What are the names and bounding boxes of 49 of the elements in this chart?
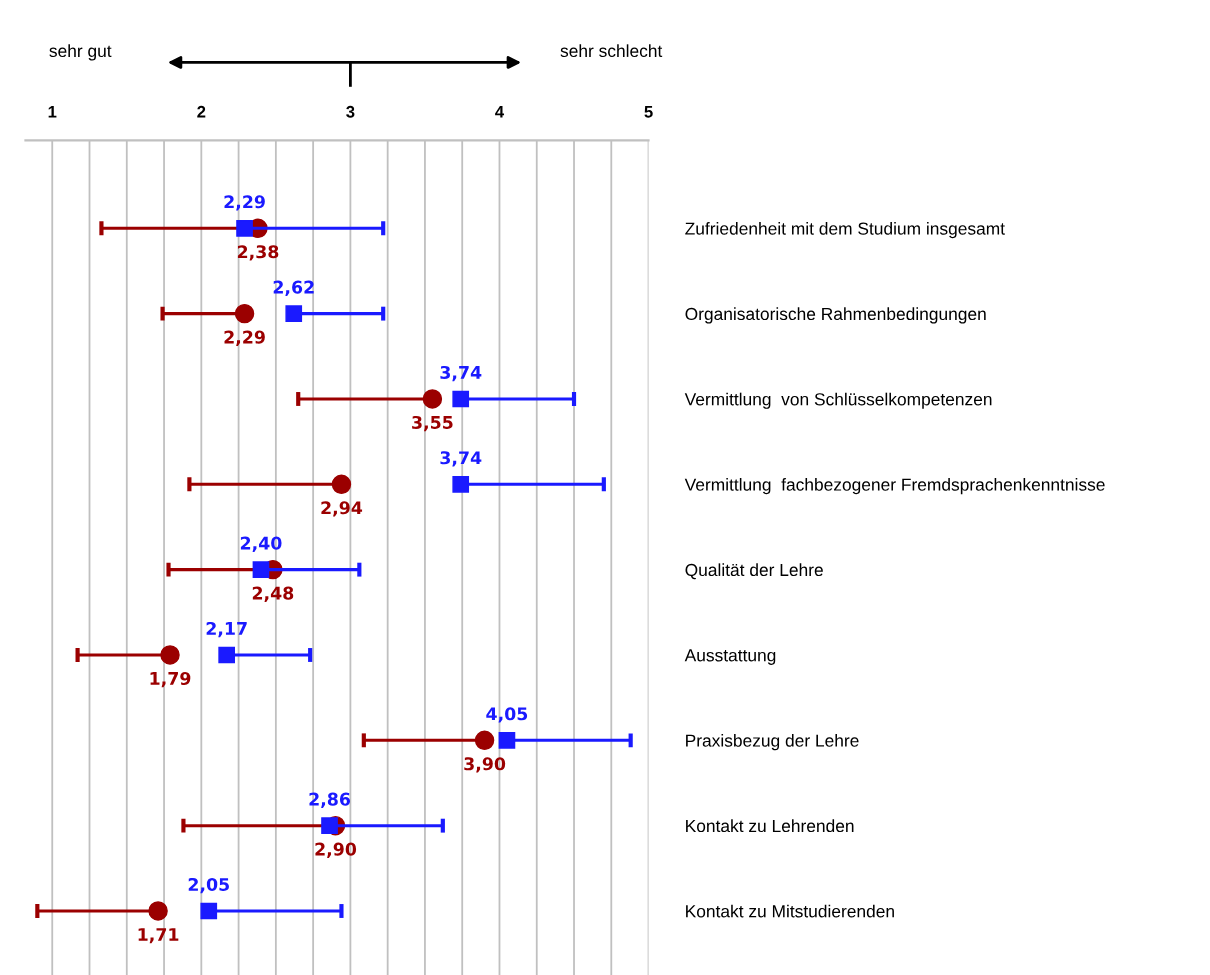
- y-tick-label: Praxisbezug der Lehre: [686, 734, 859, 751]
- y-tick-label: Zufriedenheit mit dem Studium insgesamt: [685, 222, 1005, 239]
- point: [452, 390, 470, 408]
- data-label: 2,17: [206, 621, 247, 638]
- point: [498, 731, 516, 749]
- y-tick-label: Kontakt zu Lehrenden: [686, 819, 854, 833]
- point: [422, 389, 443, 409]
- y-tick-label: Vermittlung von Schlüsselkompetenzen: [684, 392, 992, 409]
- data-label: 2,38: [237, 245, 279, 261]
- data-label: 3,55: [412, 415, 453, 432]
- point: [218, 646, 236, 664]
- text: sehr gut: [49, 44, 112, 61]
- point: [148, 901, 168, 921]
- point: [321, 817, 338, 834]
- y-tick-label: Ausstattung: [684, 649, 776, 665]
- data-label: 2,29: [224, 195, 265, 211]
- x-tick-label: 4: [495, 106, 505, 118]
- data-label: 1,71: [138, 928, 179, 944]
- point: [474, 730, 495, 751]
- point: [200, 902, 218, 920]
- point: [331, 474, 352, 495]
- y-tick-label: Vermittlung fachbezogener Fremdsprachenkenntnisse: [684, 478, 1105, 495]
- x-tick-label: 1: [48, 106, 57, 118]
- data-label: 2,90: [315, 842, 357, 858]
- point: [252, 561, 270, 578]
- point: [285, 305, 303, 322]
- data-label: 2,40: [240, 536, 282, 552]
- x-tick-label: 5: [644, 106, 653, 118]
- data-label: 2,94: [321, 501, 363, 517]
- x-tick-label: 3: [346, 105, 355, 118]
- point: [160, 645, 180, 665]
- data-label: 3,74: [440, 365, 482, 382]
- data-label: 3,90: [464, 757, 506, 773]
- data-label: 2,62: [273, 280, 314, 296]
- x-tick-label: 2: [197, 105, 206, 118]
- data-label: 3,74: [440, 451, 482, 467]
- point: [234, 303, 255, 324]
- y-tick-label: Kontakt zu Mitstudierenden: [686, 904, 894, 918]
- data-label: 2,86: [309, 792, 351, 808]
- text: sehr schlecht: [560, 44, 663, 58]
- data-label: 1,79: [150, 671, 191, 688]
- data-label: 2,29: [224, 330, 265, 346]
- data-label: 2,05: [188, 877, 229, 894]
- y-tick-label: Organisatorische Rahmenbedingungen: [685, 307, 986, 324]
- point: [452, 475, 470, 493]
- data-label: 4,05: [486, 707, 528, 723]
- data-label: 2,48: [252, 586, 294, 602]
- point: [236, 219, 253, 237]
- y-tick-label: Qualität der Lehre: [685, 563, 823, 580]
